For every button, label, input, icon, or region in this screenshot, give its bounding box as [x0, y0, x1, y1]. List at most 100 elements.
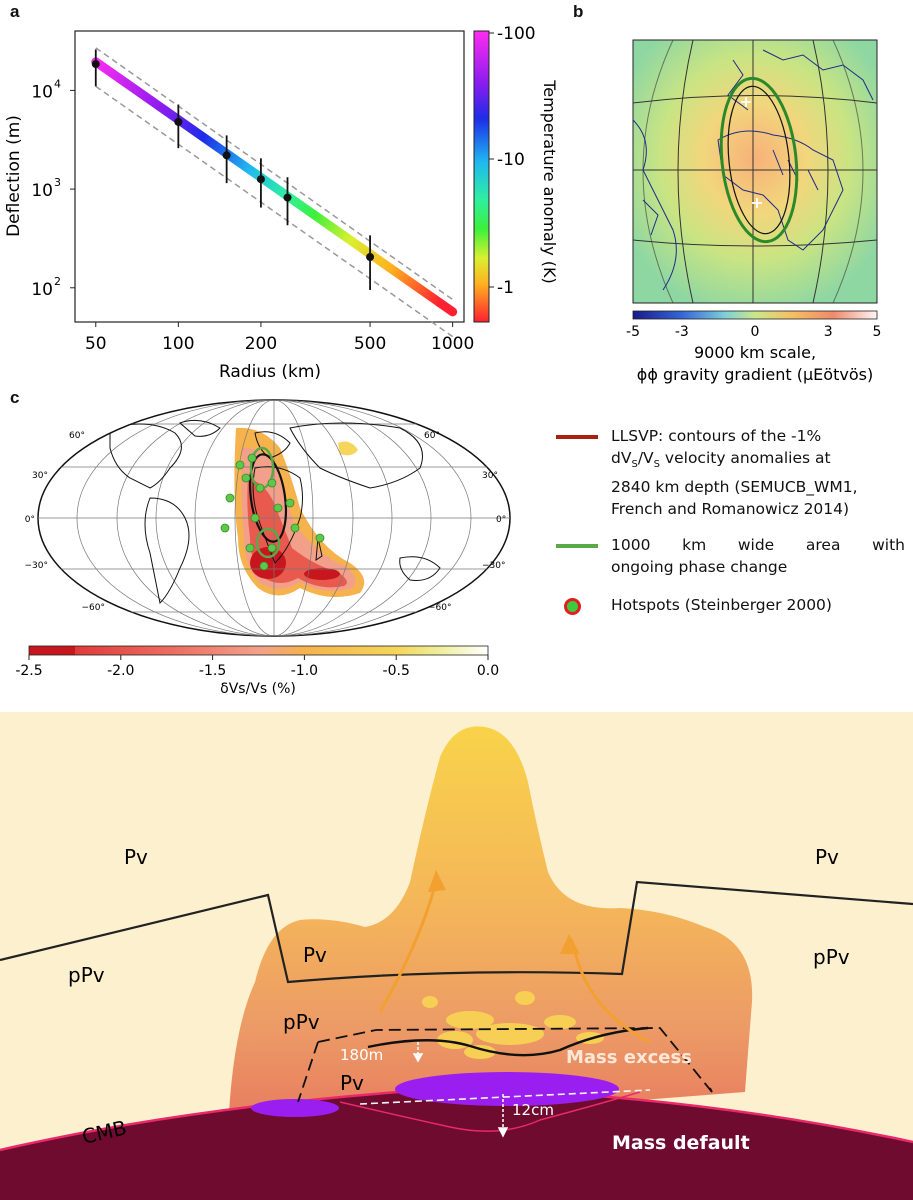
label-180m: 180m	[340, 1046, 383, 1064]
temp-tick-label-1: -10	[497, 150, 525, 170]
plus-markers	[741, 97, 762, 208]
legend-llsvp-rest: velocity anomalies at	[660, 449, 831, 467]
vs-tick-label-4: -0.5	[383, 663, 410, 679]
temp-tick-label-0: -100	[497, 24, 536, 44]
cmb-surface	[0, 1088, 913, 1200]
legend-llsvp-line3: 2840 km depth (SEMUCB_WM1,	[611, 478, 858, 497]
legend-phase-line2: ongoing phase change	[611, 558, 788, 577]
vs-tick-label-3: -1.0	[291, 663, 318, 679]
label-ppv-left: pPv	[68, 963, 105, 987]
lower-dashed	[359, 1089, 651, 1105]
lat-right-m30: −30°	[482, 561, 506, 571]
bound-line-2	[95, 85, 454, 338]
arrow-heads	[428, 870, 580, 954]
purple-lens-left	[251, 1099, 339, 1117]
vs-colorbar-label: δVs/Vs (%)	[220, 681, 296, 697]
legend-hotspots-text: Hotspots (Steinberger 2000)	[611, 596, 832, 615]
gravity-tick-label-2: 0	[751, 324, 760, 340]
lat-right-60: 60°	[424, 431, 440, 441]
uplifted-boundary	[367, 1026, 649, 1057]
legend-llsvp-swatch	[556, 435, 598, 439]
data-point-4	[256, 175, 265, 184]
hotspot-icon	[564, 598, 581, 616]
gravity-tick-label-3: 3	[824, 324, 833, 340]
label-mass-excess: Mass excess	[566, 1047, 692, 1068]
hotspot-markers	[220, 453, 325, 571]
bound-line-1	[95, 47, 454, 301]
vs-tick-label-0: -2.5	[15, 663, 42, 679]
lat-left-60: 60°	[69, 431, 85, 441]
gravity-tick-label-0: -5	[626, 324, 640, 340]
temp-tick-label-2: -1	[497, 278, 514, 298]
gravity-colorbar-label-line1: 9000 km scale,	[694, 343, 816, 362]
data-point-3	[222, 151, 231, 160]
legend-phase-change-swatch	[556, 544, 598, 549]
panel-a-ylabel: Deflection (m)	[4, 115, 24, 237]
y-tick-label-1000: 10	[31, 181, 53, 201]
vs-colorbar	[28, 645, 489, 656]
temperature-colorbar-label: Temperature anomaly (K)	[540, 79, 559, 284]
gravity-colorbar-label-line2: ϕϕ gravity gradient (μEötvös)	[637, 365, 873, 384]
vs-tick-label-1: -2.0	[107, 663, 134, 679]
y-tick-exponent-1000: 3	[54, 176, 61, 189]
legend-llsvp-line4: French and Romanowicz 2014)	[611, 500, 850, 519]
label-ppv-plume: pPv	[283, 1010, 320, 1034]
lat-right-m60: −60°	[428, 603, 452, 613]
phase-boundary	[0, 880, 913, 984]
data-point-6	[366, 253, 375, 262]
lat-right-30: 30°	[482, 471, 498, 481]
lat-left-0: 0°	[25, 515, 35, 525]
coastlines	[633, 49, 874, 291]
y-tick-label-100: 10	[31, 280, 53, 300]
vs-tick-label-5: 0.0	[477, 663, 499, 679]
blobs	[422, 991, 604, 1059]
legend-phase-change: 1000 km wide area with ongoing phase cha…	[556, 534, 908, 578]
legend-llsvp-line1: LLSVP: contours of the -1%	[611, 427, 822, 445]
data-point-2	[174, 117, 183, 126]
lat-right-0: 0°	[496, 515, 506, 525]
data-point-1	[91, 60, 100, 69]
label-pv-right: Pv	[815, 845, 839, 869]
legend-llsvp-dv: dV	[611, 449, 632, 467]
distance-arrows	[412, 1042, 509, 1138]
label-pv-plume: Pv	[303, 943, 327, 967]
x-tick-label-50: 50	[85, 334, 107, 354]
panel-d-diagram: Pv pPv Pv pPv Pv pPv Pv CMB 180m Mass ex…	[0, 712, 913, 1200]
label-12cm: 12cm	[512, 1101, 554, 1119]
x-tick-label-200: 200	[245, 334, 277, 354]
lat-left-30: 30°	[32, 471, 48, 481]
legend-llsvp-line2: dVS/VS velocity anomalies at	[611, 447, 908, 476]
x-tick-label-1000: 1000	[431, 334, 474, 354]
label-ppv-right: pPv	[813, 945, 850, 969]
label-pv-left: Pv	[124, 845, 148, 869]
gravity-map-graticule	[633, 40, 877, 303]
vs-tick-label-2: -1.5	[199, 663, 226, 679]
panel-a-xlabel: Radius (km)	[219, 362, 321, 382]
dashed-box	[297, 1027, 713, 1103]
panel-c-letter: c	[10, 388, 20, 407]
panel-c-llsvp-map: 60° 30° 0° −30° −60° 60° 30° 0° −30° −60…	[15, 399, 511, 697]
legend-llsvp-sub1: S	[631, 459, 638, 471]
panel-a-letter: a	[10, 2, 20, 21]
y-tick-exponent-10000: 4	[54, 77, 61, 90]
mass-default-contour	[339, 1091, 641, 1132]
panel-b-letter: b	[573, 2, 584, 21]
x-tick-label-100: 100	[162, 334, 194, 354]
fit-line	[91, 57, 458, 317]
legend-llsvp: LLSVP: contours of the -1% dVS/VS veloci…	[556, 425, 908, 520]
llsvp-contour	[248, 453, 288, 543]
y-tick-exponent-100: 2	[54, 275, 61, 288]
panel-c-legend: LLSVP: contours of the -1% dVS/VS veloci…	[556, 425, 908, 626]
legend-phase-line1: 1000 km wide area with	[611, 536, 905, 555]
legend-llsvp-sub2: S	[653, 459, 660, 471]
data-point-5	[283, 193, 292, 202]
x-tick-label-500: 500	[354, 334, 386, 354]
gravity-colorbar	[632, 310, 878, 320]
label-mass-default: Mass default	[612, 1132, 750, 1154]
gravity-tick-label-4: 5	[873, 324, 882, 340]
lat-left-m30: −30°	[25, 561, 49, 571]
legend-llsvp-v: /V	[637, 449, 654, 467]
purple-lens-right	[395, 1072, 619, 1106]
temperature-colorbar	[473, 30, 490, 323]
